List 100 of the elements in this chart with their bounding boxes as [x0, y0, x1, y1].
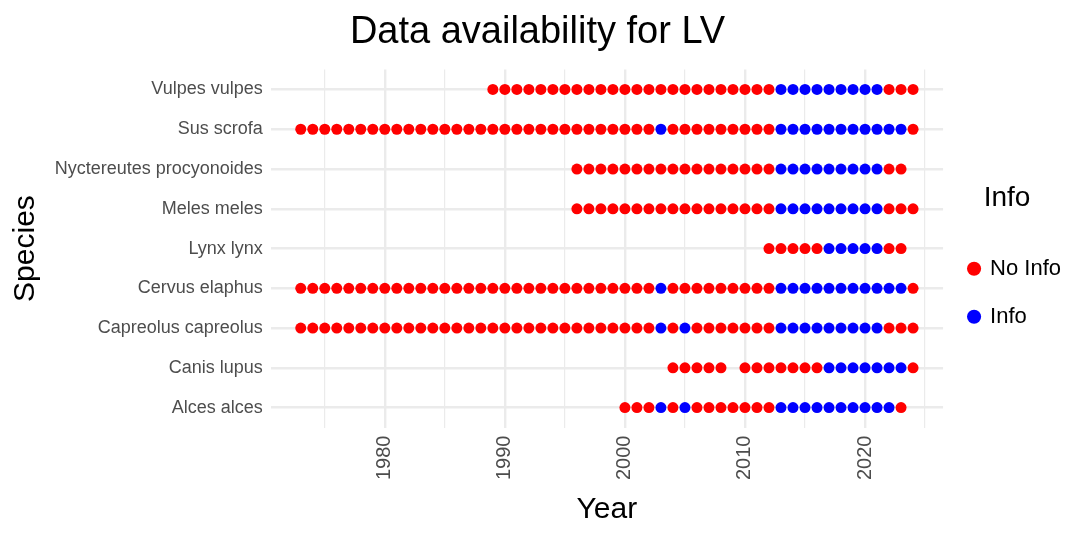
point: [679, 402, 691, 414]
point: [859, 123, 871, 135]
point: [691, 203, 703, 215]
point: [667, 362, 679, 374]
point: [463, 322, 475, 334]
point: [391, 282, 403, 294]
point: [823, 123, 835, 135]
point: [667, 402, 679, 414]
point: [799, 322, 811, 334]
point: [523, 322, 535, 334]
y-tick-label: Cervus elaphus: [137, 277, 263, 298]
point: [523, 282, 535, 294]
point: [463, 282, 475, 294]
point: [871, 163, 883, 175]
x-tick-label: 2010: [732, 435, 755, 481]
point: [703, 282, 715, 294]
point: [895, 243, 907, 255]
point: [691, 123, 703, 135]
x-tick-label: 1990: [492, 435, 515, 481]
point: [763, 123, 775, 135]
point: [907, 123, 919, 135]
point: [787, 402, 799, 414]
point: [799, 243, 811, 255]
point: [511, 282, 523, 294]
point: [799, 402, 811, 414]
point: [595, 322, 607, 334]
point: [535, 322, 547, 334]
point: [643, 282, 655, 294]
point: [403, 322, 415, 334]
point: [343, 322, 355, 334]
point: [823, 203, 835, 215]
point: [307, 322, 319, 334]
point: [619, 203, 631, 215]
point: [391, 322, 403, 334]
point: [631, 123, 643, 135]
point: [331, 123, 343, 135]
point: [619, 83, 631, 95]
x-tick-label: 2000: [612, 435, 635, 481]
point: [631, 83, 643, 95]
point: [859, 322, 871, 334]
point: [787, 322, 799, 334]
point: [775, 322, 787, 334]
point: [727, 123, 739, 135]
point: [319, 123, 331, 135]
point: [571, 322, 583, 334]
point: [811, 163, 823, 175]
point: [415, 322, 427, 334]
point: [583, 322, 595, 334]
point: [859, 282, 871, 294]
point: [355, 282, 367, 294]
point: [607, 163, 619, 175]
point: [883, 322, 895, 334]
point: [355, 322, 367, 334]
point: [451, 322, 463, 334]
point: [487, 123, 499, 135]
point: [547, 83, 559, 95]
point: [787, 362, 799, 374]
point: [751, 203, 763, 215]
point: [679, 203, 691, 215]
point: [307, 123, 319, 135]
point: [895, 123, 907, 135]
x-tick-label: 2020: [852, 435, 875, 481]
point: [643, 83, 655, 95]
point: [811, 123, 823, 135]
point: [727, 402, 739, 414]
point: [907, 282, 919, 294]
point: [499, 123, 511, 135]
y-tick-label: Nyctereutes procyonoides: [54, 157, 263, 178]
point: [703, 402, 715, 414]
point: [511, 123, 523, 135]
point: [439, 322, 451, 334]
point: [667, 83, 679, 95]
point: [727, 203, 739, 215]
point: [847, 322, 859, 334]
point: [895, 83, 907, 95]
point: [607, 282, 619, 294]
point: [859, 362, 871, 374]
point: [607, 203, 619, 215]
y-tick-label: Sus scrofa: [177, 118, 264, 139]
point: [895, 163, 907, 175]
point: [871, 83, 883, 95]
x-tick-label: 1980: [372, 435, 395, 481]
point: [691, 163, 703, 175]
point: [799, 282, 811, 294]
point: [367, 322, 379, 334]
point: [871, 123, 883, 135]
point: [475, 123, 487, 135]
legend-label: No Info: [990, 254, 1062, 280]
point: [631, 322, 643, 334]
point: [667, 123, 679, 135]
point: [715, 163, 727, 175]
point: [427, 123, 439, 135]
chart-title: Data availability for LV: [349, 9, 726, 52]
point: [871, 322, 883, 334]
point: [691, 362, 703, 374]
point: [715, 322, 727, 334]
point: [835, 362, 847, 374]
point: [751, 322, 763, 334]
point: [619, 282, 631, 294]
point: [799, 163, 811, 175]
